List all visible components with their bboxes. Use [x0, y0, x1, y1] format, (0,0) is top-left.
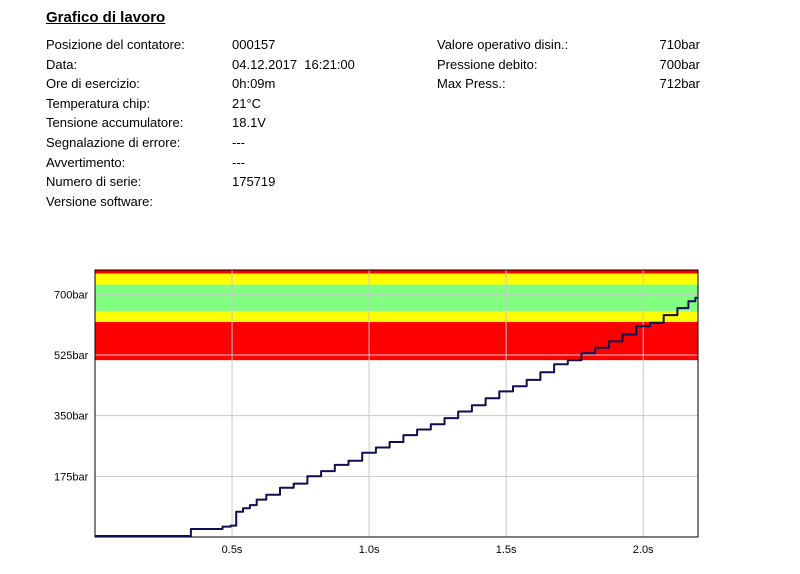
- info-label-1: Posizione del contatore:: [46, 37, 185, 52]
- info-value-8: 175719: [232, 174, 276, 190]
- info-label-8: Numero di serie:: [46, 174, 142, 190]
- info-value-3: 0h:09m: [232, 76, 276, 92]
- x-tick-label: 2.0s: [633, 544, 654, 556]
- info-value-4: 21°C: [232, 95, 262, 111]
- info-labels-left: Posizione del contatore: Data: Ore di eser…: [46, 35, 185, 211]
- info-label-4: Temperatura chip:: [46, 95, 151, 111]
- y-tick-label: 175bar: [54, 471, 89, 483]
- info-label-9: Versione software:: [46, 193, 153, 209]
- setting-label-1: Valore operativo disin.:: [437, 37, 569, 52]
- info-values-right: 710bar 700bar 712bar: [600, 35, 700, 94]
- pressure-band-5: [95, 270, 698, 274]
- info-value-6: ---: [232, 134, 245, 150]
- pressure-series-line-1: [95, 296, 698, 537]
- info-label-5: Tensione accumulatore:: [46, 115, 184, 131]
- x-tick-label: 0.5s: [222, 544, 243, 556]
- x-tick-label: 1.0s: [359, 544, 380, 556]
- info-label-6: Segnalazione di errore:: [46, 134, 181, 150]
- y-tick-label: 700bar: [54, 289, 89, 301]
- setting-label-3: Max Press.:: [437, 76, 506, 92]
- info-label-2: Data:: [46, 56, 78, 72]
- page-title: Grafico di lavoro: [46, 9, 166, 26]
- info-value-7: ---: [232, 154, 245, 170]
- info-label-7: Avvertimento:: [46, 154, 126, 170]
- pressure-band-3: [95, 284, 698, 311]
- setting-value-2: 700bar: [659, 56, 700, 72]
- setting-label-2: Pressione debito:: [437, 56, 538, 72]
- x-tick-label: 1.5s: [496, 544, 517, 556]
- setting-value-3: 712bar: [659, 76, 700, 92]
- info-label-3: Ore di esercizio:: [46, 76, 140, 92]
- info-value-1: 000157: [232, 37, 276, 52]
- pressure-band-2: [95, 310, 698, 323]
- y-tick-label: 525bar: [54, 350, 89, 362]
- pressure-band-4: [95, 273, 698, 285]
- setting-value-1: 710bar: [659, 37, 700, 52]
- info-value-5: 18.1V: [232, 115, 266, 131]
- info-labels-right: Valore operativo disin.: Pressione debito…: [437, 35, 568, 94]
- pressure-band-1: [95, 322, 698, 361]
- plot-border: [94, 269, 699, 538]
- info-values-left: 000157 04.12.2017 16:21:00 0h:09m 21°C 18.1V…: [232, 35, 355, 211]
- y-tick-label: 350bar: [54, 411, 89, 423]
- info-value-2: 04.12.2017 16:21:00: [232, 56, 355, 72]
